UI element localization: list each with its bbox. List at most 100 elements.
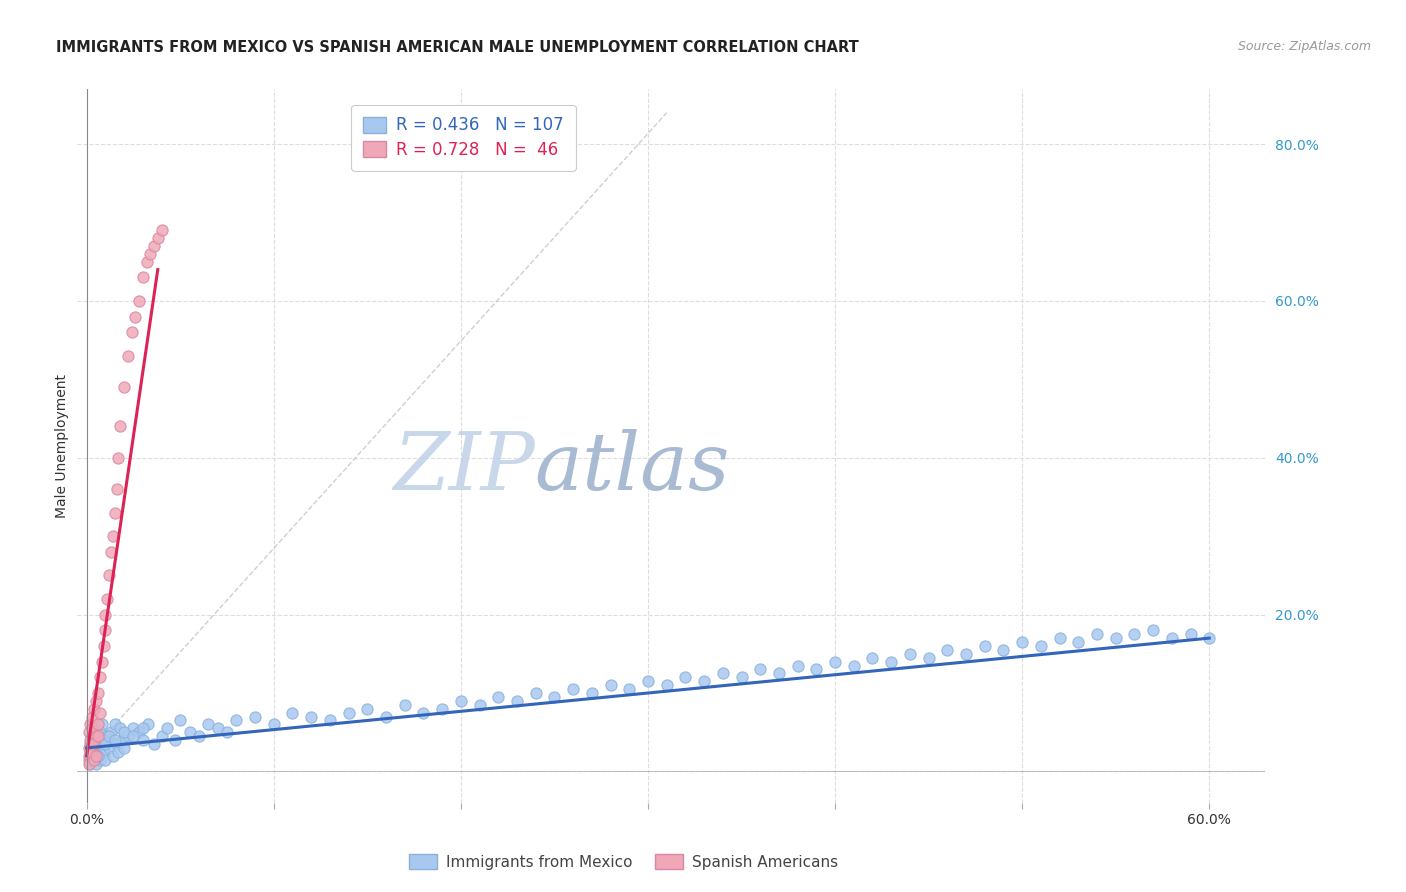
Point: [1160, 631, 1182, 645]
Point: [90, 655, 112, 669]
Point: [128, 293, 150, 308]
Point: [93, 639, 115, 653]
Point: [898, 647, 921, 661]
Point: [89, 706, 111, 720]
Point: [77, 748, 100, 763]
Point: [104, 506, 127, 520]
Point: [112, 740, 135, 755]
Point: [87, 686, 110, 700]
Point: [1105, 631, 1128, 645]
Point: [100, 725, 122, 739]
Point: [128, 725, 150, 739]
Point: [107, 745, 129, 759]
Point: [936, 643, 959, 657]
Point: [150, 729, 173, 743]
Point: [96, 729, 118, 743]
Y-axis label: Male Unemployment: Male Unemployment: [55, 374, 69, 518]
Point: [156, 721, 179, 735]
Point: [105, 737, 128, 751]
Point: [77, 725, 100, 739]
Point: [730, 670, 752, 684]
Point: [96, 591, 118, 606]
Point: [124, 310, 146, 324]
Point: [749, 663, 772, 677]
Point: [993, 643, 1015, 657]
Point: [79, 748, 101, 763]
Point: [82, 753, 104, 767]
Point: [77, 740, 100, 755]
Point: [637, 674, 659, 689]
Point: [117, 349, 139, 363]
Point: [89, 753, 111, 767]
Point: [94, 737, 117, 751]
Point: [824, 655, 846, 669]
Point: [337, 706, 360, 720]
Point: [87, 717, 110, 731]
Point: [84, 740, 107, 755]
Point: [862, 650, 884, 665]
Point: [711, 666, 734, 681]
Point: [84, 694, 107, 708]
Point: [1180, 627, 1202, 641]
Point: [543, 690, 565, 704]
Point: [299, 709, 322, 723]
Point: [132, 733, 155, 747]
Point: [83, 737, 105, 751]
Point: [82, 745, 104, 759]
Point: [93, 745, 115, 759]
Point: [207, 721, 229, 735]
Point: [79, 756, 101, 771]
Point: [89, 670, 111, 684]
Point: [79, 717, 101, 731]
Point: [917, 650, 939, 665]
Point: [143, 737, 166, 751]
Point: [599, 678, 621, 692]
Point: [82, 745, 104, 759]
Point: [842, 658, 865, 673]
Point: [1011, 635, 1033, 649]
Point: [955, 647, 977, 661]
Point: [139, 247, 162, 261]
Point: [430, 702, 453, 716]
Point: [107, 450, 129, 465]
Point: [1067, 635, 1090, 649]
Point: [562, 682, 585, 697]
Point: [693, 674, 716, 689]
Point: [225, 714, 247, 728]
Point: [619, 682, 641, 697]
Point: [83, 721, 105, 735]
Point: [263, 717, 285, 731]
Point: [84, 748, 107, 763]
Point: [82, 709, 104, 723]
Point: [112, 380, 135, 394]
Point: [90, 733, 112, 747]
Point: [138, 717, 160, 731]
Point: [394, 698, 416, 712]
Point: [1029, 639, 1052, 653]
Point: [77, 753, 100, 767]
Text: ZIP: ZIP: [394, 429, 534, 506]
Point: [98, 740, 121, 755]
Point: [87, 729, 110, 743]
Point: [105, 482, 128, 496]
Point: [506, 694, 529, 708]
Text: atlas: atlas: [534, 429, 730, 506]
Point: [84, 756, 107, 771]
Point: [197, 717, 219, 731]
Point: [79, 737, 101, 751]
Point: [111, 733, 134, 747]
Point: [87, 748, 110, 763]
Point: [90, 717, 112, 731]
Point: [121, 326, 143, 340]
Point: [94, 607, 117, 622]
Point: [673, 670, 696, 684]
Point: [1123, 627, 1146, 641]
Point: [1085, 627, 1108, 641]
Point: [880, 655, 903, 669]
Point: [77, 756, 100, 771]
Point: [281, 706, 304, 720]
Point: [79, 745, 101, 759]
Point: [82, 737, 104, 751]
Point: [179, 725, 201, 739]
Point: [122, 721, 145, 735]
